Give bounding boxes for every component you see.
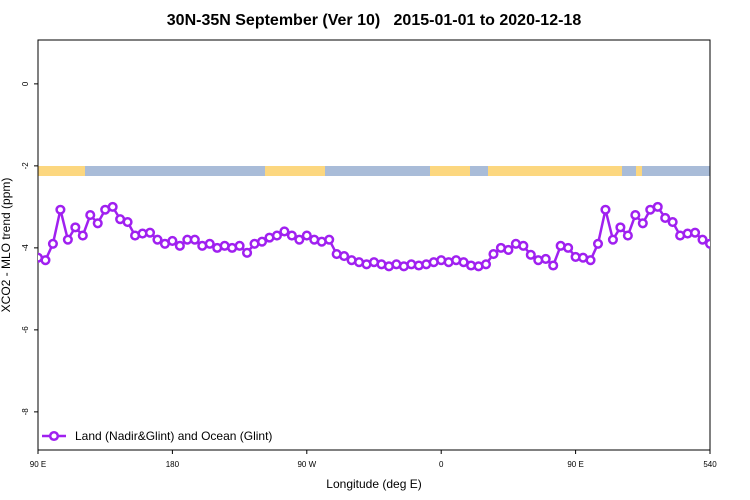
data-point	[667, 216, 678, 228]
data-point	[55, 204, 66, 215]
data-point	[339, 251, 350, 262]
data-point	[518, 240, 529, 251]
y-tick-label: -2	[21, 162, 30, 170]
data-point	[62, 234, 73, 245]
data-point	[167, 235, 178, 246]
x-tick-label: 540	[703, 460, 717, 469]
x-tick-label: 180	[166, 460, 180, 469]
data-point	[324, 234, 335, 245]
data-point	[525, 249, 536, 260]
data-point	[204, 238, 215, 249]
data-point	[152, 234, 163, 245]
land-ocean-strip	[38, 166, 710, 176]
data-point	[234, 240, 245, 251]
legend-marker	[48, 430, 60, 442]
data-point	[47, 238, 58, 249]
data-point	[77, 230, 88, 241]
data-point	[548, 260, 559, 271]
x-tick-label: 90 W	[297, 460, 316, 469]
y-tick-label: 0	[21, 81, 30, 86]
data-point	[592, 238, 604, 249]
data-point	[294, 234, 305, 245]
y-tick-label: -8	[21, 408, 30, 416]
x-tick-label: 90 E	[567, 460, 583, 469]
data-point	[622, 230, 633, 241]
plot-area	[38, 201, 710, 272]
data-point	[690, 227, 701, 238]
data-point	[107, 201, 118, 212]
x-tick-label: 0	[439, 460, 444, 469]
data-point	[480, 259, 492, 270]
data-point	[630, 210, 641, 221]
data-point	[85, 210, 96, 221]
data-point	[189, 234, 200, 245]
data-point	[174, 240, 185, 251]
data-point	[301, 230, 312, 241]
data-point	[704, 238, 710, 249]
data-point	[697, 234, 708, 245]
data-point	[256, 236, 268, 247]
data-point	[286, 230, 297, 241]
chart-title: 30N-35N September (Ver 10) 2015-01-01 to…	[167, 12, 582, 29]
data-point	[122, 216, 133, 228]
data-point	[503, 244, 514, 255]
data-point	[279, 226, 290, 237]
x-tick-label: 90 E	[30, 460, 46, 469]
data-point	[40, 255, 51, 266]
data-point	[600, 204, 611, 215]
data-point	[540, 253, 551, 264]
x-axis-label: Longitude (deg E)	[326, 477, 421, 491]
data-point	[660, 212, 671, 223]
plot-frame	[37, 39, 711, 451]
data-point	[271, 230, 282, 241]
y-axis-label: XCO2 - MLO trend (ppm)	[0, 178, 13, 313]
data-point	[488, 248, 499, 260]
data-point	[92, 218, 103, 229]
data-point	[563, 242, 574, 253]
y-tick-label: -6	[21, 326, 30, 334]
data-point	[70, 222, 81, 233]
data-point	[242, 247, 253, 258]
data-point	[637, 218, 648, 229]
y-tick-label: -4	[21, 244, 30, 252]
legend-label: Land (Nadir&Glint) and Ocean (Glint)	[75, 429, 272, 443]
data-point	[144, 227, 156, 238]
data-point	[615, 222, 626, 233]
data-point	[607, 234, 618, 245]
data-point	[585, 255, 596, 266]
data-point	[652, 201, 663, 212]
